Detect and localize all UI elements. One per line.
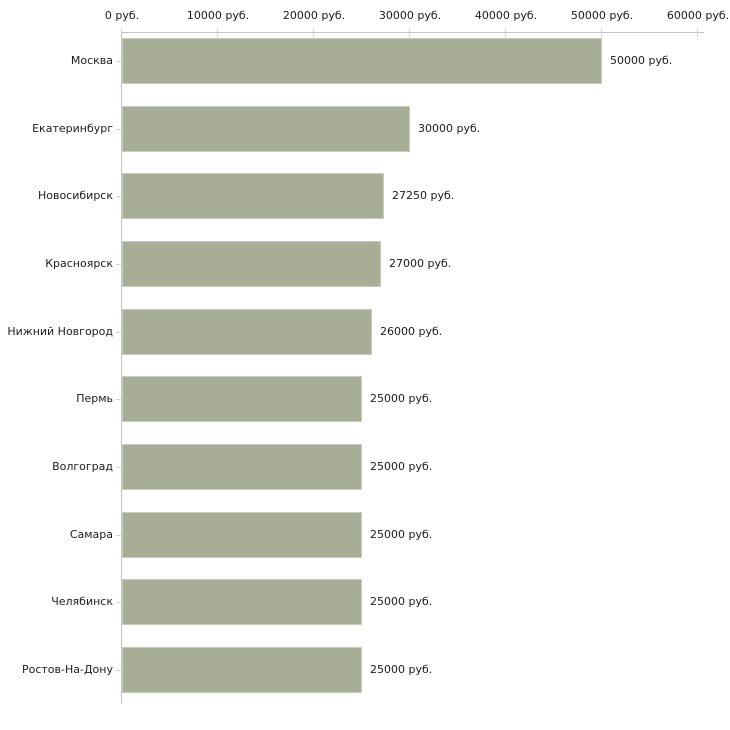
bar: [122, 376, 362, 422]
bar: [122, 579, 362, 625]
bar: [122, 38, 602, 84]
category-label: Челябинск: [51, 595, 113, 608]
category-label: Москва: [70, 54, 113, 67]
bar: [122, 444, 362, 490]
x-axis-tick-label: 40000 руб.: [474, 9, 538, 22]
bar: [122, 512, 362, 558]
category-label: Ростов-На-Дону: [21, 663, 113, 676]
category-tick-mark: [116, 467, 121, 468]
category-tick-mark: [116, 61, 121, 62]
category-label: Волгоград: [52, 460, 113, 473]
bar-value-label: 27000 руб.: [389, 257, 452, 270]
bar-value-label: 25000 руб.: [370, 595, 433, 608]
bar-value-label: 25000 руб.: [370, 528, 433, 541]
category-tick-mark: [116, 535, 121, 536]
bar-value-label: 25000 руб.: [370, 392, 433, 405]
category-tick-mark: [116, 602, 121, 603]
category-label: Пермь: [76, 392, 113, 405]
category-tick-mark: [116, 332, 121, 333]
x-axis-tick-label: 0 руб.: [104, 9, 140, 22]
category-tick-mark: [116, 196, 121, 197]
bar-value-label: 50000 руб.: [610, 54, 673, 67]
category-label: Нижний Новгород: [7, 325, 113, 338]
x-axis-tick-label: 10000 руб.: [186, 9, 250, 22]
bar: [122, 241, 381, 287]
category-tick-mark: [116, 670, 121, 671]
x-axis-tick-label: 30000 руб.: [378, 9, 442, 22]
bar-value-label: 25000 руб.: [370, 460, 433, 473]
x-axis-line: [121, 32, 704, 33]
y-axis-line: [121, 32, 122, 704]
bar: [122, 647, 362, 693]
category-tick-mark: [116, 399, 121, 400]
x-axis-tick-label: 60000 руб.: [666, 9, 730, 22]
bar-value-label: 26000 руб.: [380, 325, 443, 338]
bar: [122, 173, 384, 219]
category-tick-mark: [116, 264, 121, 265]
bar: [122, 309, 372, 355]
bar-value-label: 30000 руб.: [418, 122, 481, 135]
bar: [122, 106, 410, 152]
category-label: Самара: [69, 528, 113, 541]
category-label: Екатеринбург: [32, 122, 113, 135]
x-axis-tick-label: 50000 руб.: [570, 9, 634, 22]
bar-value-label: 25000 руб.: [370, 663, 433, 676]
bar-value-label: 27250 руб.: [392, 189, 455, 202]
category-label: Новосибирск: [37, 189, 113, 202]
x-axis-tick-label: 20000 руб.: [282, 9, 346, 22]
category-label: Красноярск: [45, 257, 113, 270]
category-tick-mark: [116, 129, 121, 130]
